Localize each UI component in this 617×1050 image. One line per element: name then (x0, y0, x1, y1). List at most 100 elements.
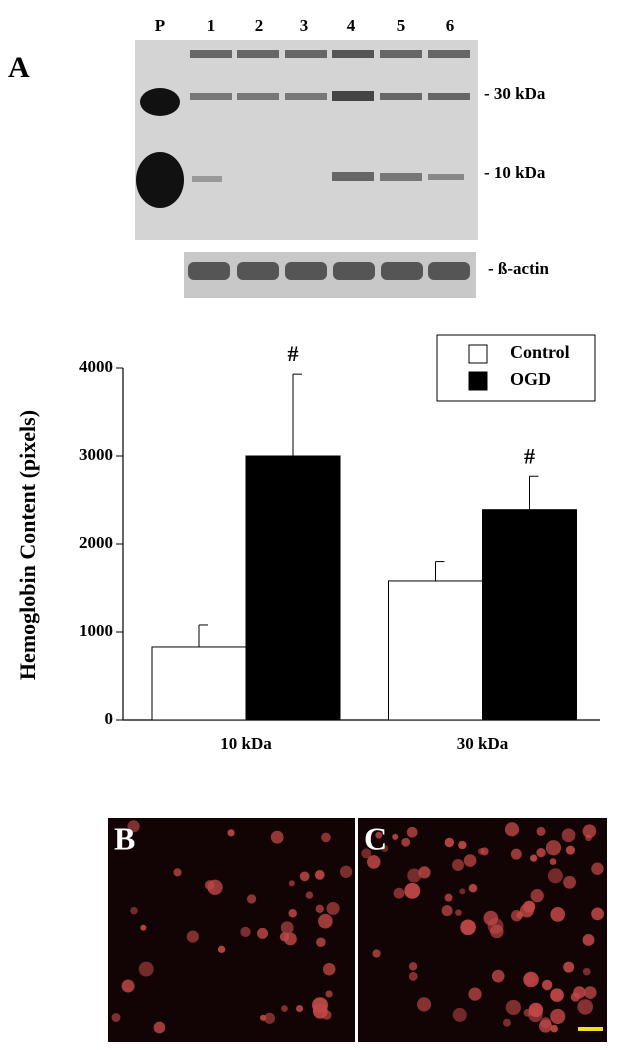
cell (127, 820, 140, 833)
cell (541, 979, 553, 991)
cell (315, 904, 324, 914)
cell (536, 826, 546, 836)
cell (538, 1019, 553, 1033)
cell (458, 840, 467, 850)
panel-label: B (114, 820, 135, 856)
cell (418, 866, 431, 879)
cell (550, 988, 564, 1002)
y-tick-label: 0 (105, 709, 114, 728)
cell (366, 855, 381, 869)
cell (510, 848, 522, 860)
cell (452, 859, 464, 871)
cell (111, 1013, 121, 1022)
cell (375, 831, 383, 839)
bar (151, 646, 247, 721)
micrograph (358, 818, 607, 1042)
cell (339, 865, 353, 878)
scale-bar (578, 1027, 603, 1031)
cell (582, 824, 597, 839)
bar (482, 509, 577, 721)
cell (504, 822, 520, 837)
cell (246, 894, 257, 904)
y-tick-label: 4000 (79, 357, 113, 376)
cell (563, 961, 575, 973)
cell (408, 962, 418, 971)
cell (444, 893, 453, 902)
cell (591, 907, 604, 921)
cell (547, 868, 563, 884)
cell (444, 837, 455, 848)
cell (312, 997, 328, 1014)
cell (404, 882, 421, 899)
legend-label: Control (510, 342, 570, 362)
y-axis-label: Hemoglobin Content (pixels) (15, 410, 40, 680)
annotation: # (524, 443, 535, 468)
cell (283, 932, 297, 946)
cell (441, 905, 453, 917)
legend-box (436, 334, 596, 402)
blot-bands (136, 50, 470, 208)
cell (299, 871, 310, 882)
cell (583, 986, 597, 999)
marker-label: - 30 kDa (484, 84, 546, 103)
cell (406, 826, 418, 838)
cell (477, 848, 485, 855)
panel-label: A (8, 51, 30, 84)
cell (288, 880, 295, 887)
cell (260, 1014, 267, 1021)
cell (392, 833, 399, 840)
legend-swatch (468, 344, 488, 364)
cell (491, 969, 505, 983)
x-tick-label: 10 kDa (220, 734, 272, 753)
cell (393, 887, 405, 899)
cell (536, 847, 546, 858)
cell (530, 889, 544, 903)
cell (591, 862, 604, 875)
cell (316, 937, 326, 947)
marker-label: - 10 kDa (484, 163, 546, 182)
lane-label: 6 (446, 16, 455, 35)
cell (565, 845, 575, 855)
cell (561, 828, 576, 843)
legend-swatch (468, 371, 488, 391)
cell (270, 830, 284, 844)
cell (326, 901, 340, 916)
lane-label: 2 (255, 16, 264, 35)
cell (407, 868, 422, 883)
cell (460, 919, 476, 936)
cell (505, 999, 521, 1016)
cell (468, 987, 482, 1001)
blot-membrane (135, 40, 478, 240)
cell (296, 1004, 304, 1013)
lane-label: 5 (397, 16, 406, 35)
y-tick-label: 2000 (79, 533, 113, 552)
bar (245, 455, 341, 721)
cell (121, 979, 135, 993)
cell (257, 927, 269, 939)
cell (280, 921, 294, 935)
cell (468, 883, 478, 893)
cell (483, 910, 499, 926)
cell (455, 909, 462, 916)
legend-label: OGD (510, 369, 551, 389)
cell (204, 880, 215, 890)
actin-strip (184, 252, 476, 298)
cell (577, 999, 593, 1015)
y-tick-label: 1000 (79, 621, 113, 640)
cell (523, 972, 536, 985)
lane-label: 1 (207, 16, 216, 35)
cell (138, 961, 154, 977)
cell (173, 868, 182, 877)
cell (227, 829, 235, 837)
actin-bands (188, 262, 470, 280)
cell (408, 971, 418, 981)
cell (530, 854, 538, 862)
cell (523, 900, 536, 913)
cell (263, 1012, 276, 1024)
cell (281, 1005, 288, 1012)
cell (153, 1021, 166, 1034)
cell (325, 990, 333, 998)
cell (545, 840, 562, 856)
lane-label: P (155, 16, 165, 35)
